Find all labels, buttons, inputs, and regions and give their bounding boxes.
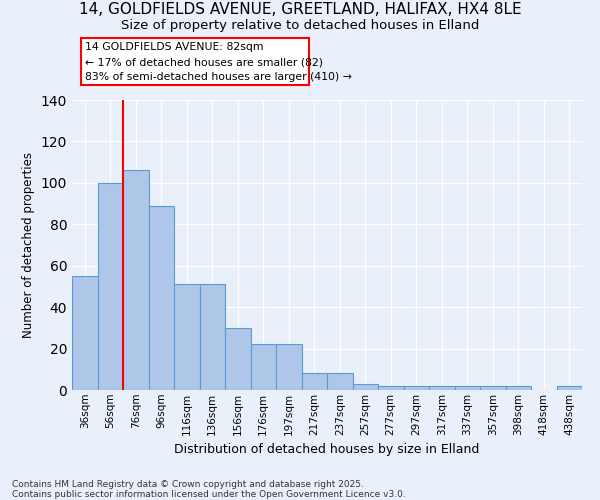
Bar [276, 344, 302, 390]
Bar [149, 206, 174, 390]
Bar [557, 386, 582, 390]
Text: 83% of semi-detached houses are larger (410) →: 83% of semi-detached houses are larger (… [85, 72, 352, 82]
Bar [251, 344, 276, 390]
Bar [123, 170, 149, 390]
Bar [353, 384, 378, 390]
Bar [225, 328, 251, 390]
Bar [505, 386, 531, 390]
Text: ← 17% of detached houses are smaller (82): ← 17% of detached houses are smaller (82… [85, 58, 323, 68]
Y-axis label: Number of detached properties: Number of detached properties [22, 152, 35, 338]
Bar [199, 284, 225, 390]
Text: Distribution of detached houses by size in Elland: Distribution of detached houses by size … [175, 442, 479, 456]
Bar [302, 374, 327, 390]
Bar [480, 386, 505, 390]
Bar [72, 276, 97, 390]
Bar [327, 374, 353, 390]
Text: Contains HM Land Registry data © Crown copyright and database right 2025.
Contai: Contains HM Land Registry data © Crown c… [12, 480, 406, 499]
Bar [97, 183, 123, 390]
Text: 14, GOLDFIELDS AVENUE, GREETLAND, HALIFAX, HX4 8LE: 14, GOLDFIELDS AVENUE, GREETLAND, HALIFA… [79, 2, 521, 18]
Bar [378, 386, 404, 390]
Bar [404, 386, 429, 390]
Bar [174, 284, 199, 390]
Bar [455, 386, 480, 390]
Text: Size of property relative to detached houses in Elland: Size of property relative to detached ho… [121, 19, 479, 32]
Text: 14 GOLDFIELDS AVENUE: 82sqm: 14 GOLDFIELDS AVENUE: 82sqm [85, 42, 264, 52]
Bar [429, 386, 455, 390]
